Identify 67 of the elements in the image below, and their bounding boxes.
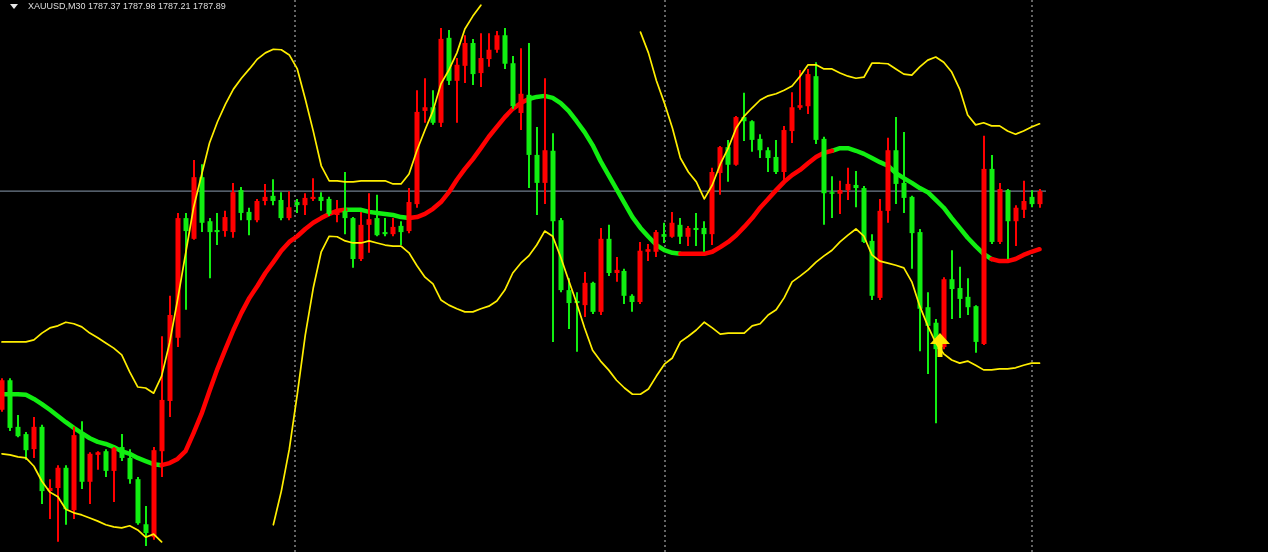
candlestick	[143, 505, 149, 547]
candlestick	[55, 464, 61, 543]
candlestick	[342, 171, 348, 236]
candlestick	[1013, 204, 1019, 248]
candlestick	[214, 211, 220, 247]
candlestick	[310, 177, 316, 203]
candlestick	[422, 77, 428, 124]
candlestick	[853, 169, 859, 209]
candlestick	[286, 190, 292, 222]
candlestick	[1037, 188, 1043, 209]
candlestick	[95, 450, 101, 471]
candlestick	[957, 265, 963, 320]
candlestick	[238, 186, 244, 222]
candlestick	[837, 179, 843, 215]
candlestick	[829, 175, 835, 220]
candlestick	[262, 182, 268, 207]
candlestick	[246, 206, 252, 237]
candlestick	[749, 119, 755, 153]
candlestick	[789, 91, 795, 144]
candlestick	[334, 198, 340, 224]
candlestick	[462, 34, 468, 84]
candlestick	[693, 211, 699, 248]
candlestick	[302, 192, 308, 216]
candlestick	[222, 209, 228, 238]
candlestick	[398, 220, 404, 247]
candlestick	[765, 146, 771, 173]
candlestick	[374, 193, 380, 238]
candlestick	[566, 277, 572, 330]
candlestick	[965, 277, 971, 316]
candlestick	[725, 138, 731, 183]
chart-title: XAUUSD,M30 1787.37 1787.98 1787.21 1787.89	[28, 1, 226, 11]
candlestick	[207, 217, 213, 280]
candlestick	[390, 217, 396, 238]
candlestick	[614, 255, 620, 283]
candlestick	[318, 191, 324, 212]
candlestick	[845, 166, 851, 201]
candlestick	[382, 217, 388, 238]
candlestick	[949, 249, 955, 321]
candlestick	[685, 224, 691, 248]
candlestick	[31, 416, 37, 459]
candlestick	[701, 220, 707, 253]
candlestick	[366, 192, 372, 254]
candlestick	[797, 68, 803, 111]
candlestick	[183, 211, 189, 311]
candlestick	[925, 291, 931, 376]
candlestick	[486, 32, 492, 68]
candlestick	[119, 433, 125, 463]
candlestick	[15, 413, 21, 439]
candlestick	[901, 131, 907, 214]
candlestick	[757, 133, 763, 160]
candlestick	[254, 197, 260, 224]
candlestick	[653, 229, 659, 258]
candlestick	[478, 32, 484, 89]
candlestick	[582, 270, 588, 319]
candlestick	[1021, 179, 1027, 220]
candlestick	[278, 191, 284, 222]
candlestick	[773, 138, 779, 176]
candlestick	[23, 431, 29, 462]
candlestick	[669, 210, 675, 239]
candlestick	[677, 217, 683, 246]
candlestick	[270, 178, 276, 207]
candlestick	[454, 57, 460, 124]
candlestick	[661, 221, 667, 244]
candlestick	[494, 30, 500, 54]
candlestick	[103, 448, 109, 479]
candlestick	[111, 446, 117, 503]
candlestick	[326, 195, 332, 218]
